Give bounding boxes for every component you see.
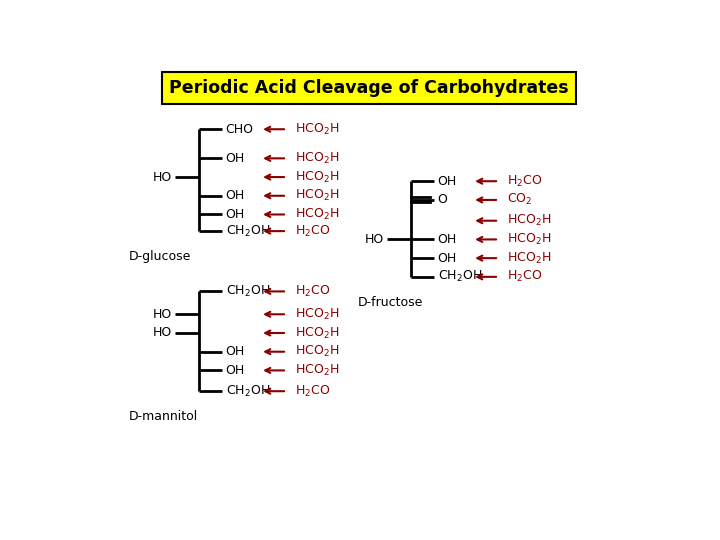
Text: HO: HO [153,171,172,184]
Text: $\mathregular{HCO_2H}$: $\mathregular{HCO_2H}$ [508,251,552,266]
Text: OH: OH [225,208,245,221]
Text: $\mathregular{CH_2OH}$: $\mathregular{CH_2OH}$ [225,284,270,299]
Text: OH: OH [438,252,457,265]
Text: HO: HO [153,308,172,321]
Text: $\mathregular{HCO_2H}$: $\mathregular{HCO_2H}$ [295,363,340,378]
Text: OH: OH [438,175,457,188]
Text: $\mathregular{CH_2OH}$: $\mathregular{CH_2OH}$ [225,224,270,239]
Text: $\mathregular{CH_2OH}$: $\mathregular{CH_2OH}$ [225,383,270,399]
Text: OH: OH [225,152,245,165]
Text: $\mathregular{H_2CO}$: $\mathregular{H_2CO}$ [508,269,543,285]
Text: D-mannitol: D-mannitol [129,410,198,423]
Text: HO: HO [365,233,384,246]
Text: $\mathregular{H_2CO}$: $\mathregular{H_2CO}$ [508,174,543,189]
Text: OH: OH [438,233,457,246]
Text: $\mathregular{HCO_2H}$: $\mathregular{HCO_2H}$ [295,344,340,359]
Text: O: O [438,193,448,206]
Text: $\mathregular{HCO_2H}$: $\mathregular{HCO_2H}$ [508,213,552,228]
Text: $\mathregular{CH_2OH}$: $\mathregular{CH_2OH}$ [438,269,482,285]
Text: $\mathregular{H_2CO}$: $\mathregular{H_2CO}$ [295,383,330,399]
Text: CHO: CHO [225,123,253,136]
Text: $\mathregular{HCO_2H}$: $\mathregular{HCO_2H}$ [295,307,340,322]
Text: $\mathregular{CO_2}$: $\mathregular{CO_2}$ [508,192,533,207]
Text: $\mathregular{HCO_2H}$: $\mathregular{HCO_2H}$ [295,207,340,222]
Text: $\mathregular{HCO_2H}$: $\mathregular{HCO_2H}$ [295,326,340,341]
Text: $\mathregular{HCO_2H}$: $\mathregular{HCO_2H}$ [295,170,340,185]
Text: $\mathregular{H_2CO}$: $\mathregular{H_2CO}$ [295,224,330,239]
Text: D-glucose: D-glucose [129,250,192,263]
Text: HO: HO [153,327,172,340]
Text: $\mathregular{HCO_2H}$: $\mathregular{HCO_2H}$ [295,151,340,166]
Text: OH: OH [225,364,245,377]
Text: OH: OH [225,190,245,202]
Text: Periodic Acid Cleavage of Carbohydrates: Periodic Acid Cleavage of Carbohydrates [169,79,569,97]
Text: $\mathregular{HCO_2H}$: $\mathregular{HCO_2H}$ [508,232,552,247]
Text: D-fructose: D-fructose [358,295,423,308]
Text: $\mathregular{HCO_2H}$: $\mathregular{HCO_2H}$ [295,122,340,137]
Text: $\mathregular{HCO_2H}$: $\mathregular{HCO_2H}$ [295,188,340,204]
Text: $\mathregular{H_2CO}$: $\mathregular{H_2CO}$ [295,284,330,299]
Text: OH: OH [225,345,245,358]
